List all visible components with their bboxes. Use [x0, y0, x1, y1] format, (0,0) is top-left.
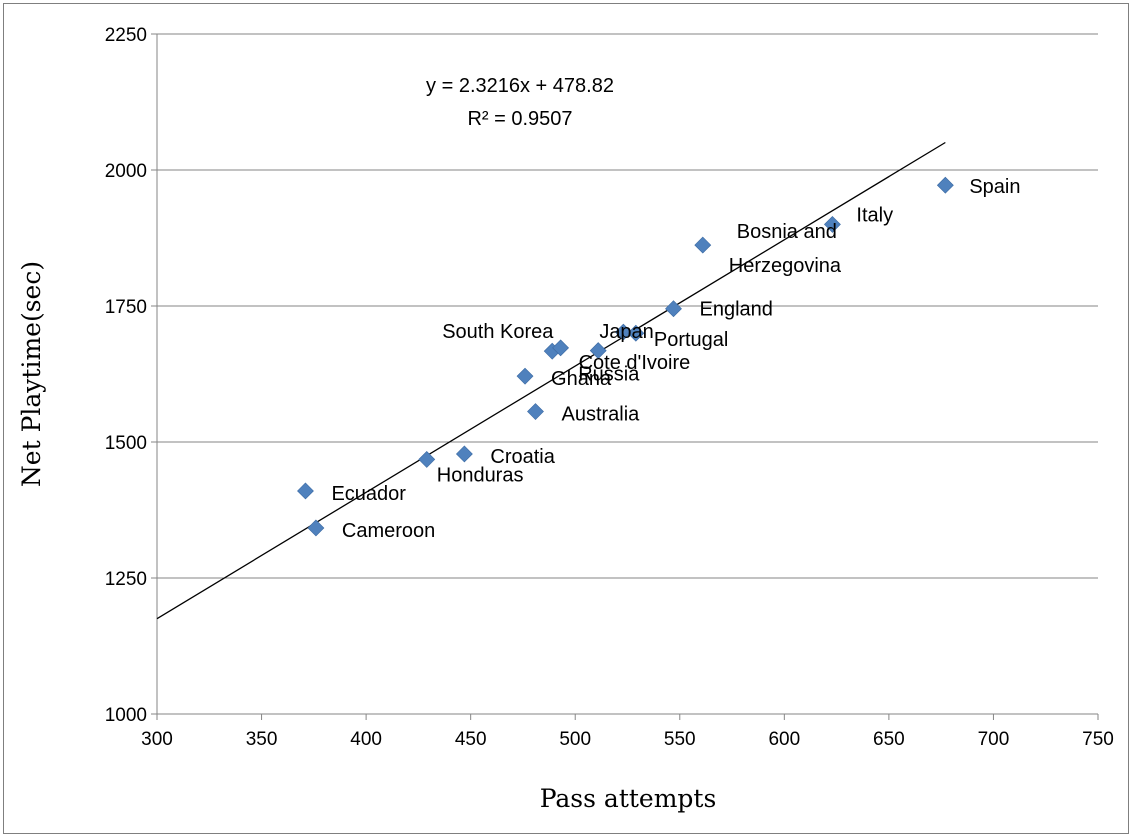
x-tick-label: 550 [664, 729, 696, 750]
data-point [418, 450, 436, 468]
y-tick-label: 1250 [105, 569, 147, 590]
point-label: Cote d'Ivoire [579, 352, 691, 374]
point-label: Cameroon [342, 520, 435, 542]
chart-area: Spain Italy Bosnia and Herzegovina England Ja… [3, 3, 1129, 834]
data-point [297, 482, 314, 500]
x-tick-label: 400 [350, 729, 382, 750]
y-tick-label: 1750 [105, 297, 147, 318]
x-tick-label: 500 [559, 729, 591, 750]
tick-labels: 1000 1250 1500 1750 2000 2250 300 350 400 450 500 5… [105, 25, 1114, 750]
data-point [516, 367, 534, 385]
point-label: South Korea [442, 321, 554, 343]
data-point [627, 324, 645, 342]
data-point [936, 176, 954, 194]
trendline-r-squared: R² = 0.9507 [467, 108, 572, 130]
data-point [614, 323, 632, 341]
point-label: Croatia [490, 446, 555, 468]
x-tick-label: 700 [978, 729, 1010, 750]
point-label: Honduras [437, 464, 524, 486]
point-labels: Spain Italy Bosnia and Herzegovina England Ja… [331, 176, 1020, 542]
x-tick-label: 300 [141, 729, 173, 750]
x-tick-label: 600 [768, 729, 800, 750]
y-tick-label: 1500 [105, 433, 147, 454]
x-tick-label: 750 [1082, 729, 1114, 750]
point-label: Japan [599, 321, 654, 343]
x-axis-title: Pass attempts [540, 784, 717, 813]
point-label: Ecuador [331, 483, 406, 505]
x-tick-label: 350 [246, 729, 278, 750]
y-tick-label: 1000 [105, 705, 147, 726]
data-point [694, 236, 712, 254]
data-point [665, 300, 682, 318]
y-axis-title: Net Playtime(sec) [17, 261, 46, 487]
data-point [824, 215, 841, 233]
trendline-group [156, 141, 946, 620]
x-tick-label: 650 [873, 729, 905, 750]
axes [151, 33, 1099, 720]
data-point [552, 339, 570, 357]
point-label: Australia [561, 404, 640, 426]
y-tick-label: 2000 [105, 161, 147, 182]
y-tick-label: 2250 [105, 25, 147, 46]
point-label: England [700, 299, 773, 321]
point-label: Russia [578, 364, 640, 386]
point-label: Italy [856, 204, 893, 226]
trendline-equation: y = 2.3216x + 478.82 [426, 75, 614, 97]
data-point [527, 403, 544, 420]
point-label: Ghana [551, 368, 612, 390]
data-point [307, 519, 325, 537]
scatter-chart: Spain Italy Bosnia and Herzegovina England Ja… [17, 25, 1114, 813]
gridlines [157, 33, 1098, 579]
data-point [455, 445, 473, 463]
point-label: Spain [969, 176, 1020, 198]
data-points [297, 176, 954, 537]
x-tick-label: 450 [455, 729, 487, 750]
point-label: Portugal [654, 329, 729, 351]
trendline [156, 141, 946, 620]
data-point [589, 342, 607, 360]
point-label: Bosnia and Herzegovina [729, 221, 842, 277]
